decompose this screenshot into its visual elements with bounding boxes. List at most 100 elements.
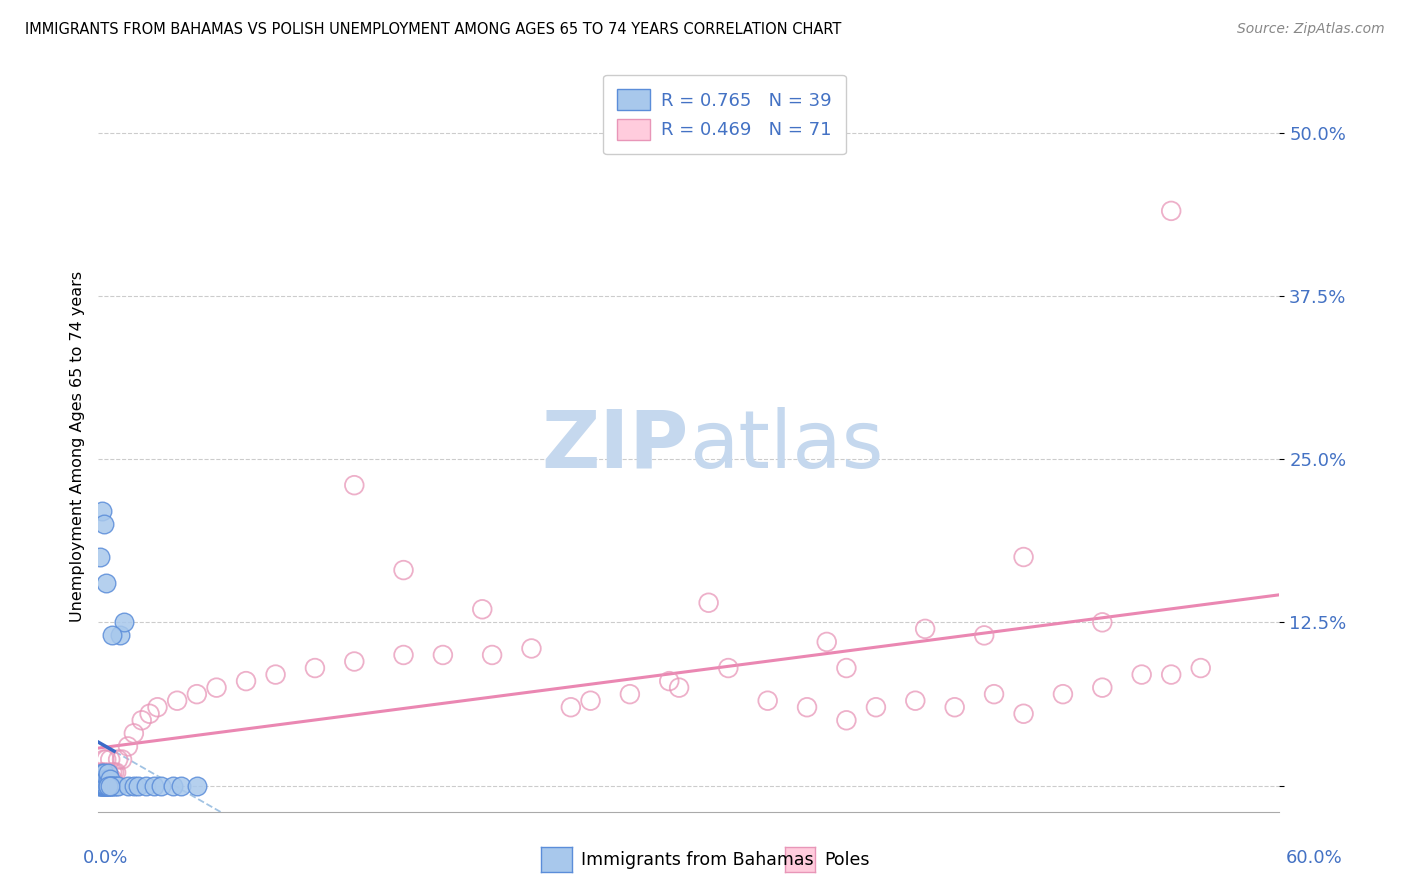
Point bbox=[105, 779, 128, 793]
Point bbox=[96, 779, 118, 793]
Point bbox=[89, 779, 111, 793]
Point bbox=[98, 772, 121, 786]
Point bbox=[101, 765, 124, 780]
Point bbox=[343, 478, 366, 492]
Point bbox=[943, 700, 966, 714]
Point bbox=[97, 765, 120, 780]
Point bbox=[983, 687, 1005, 701]
Point bbox=[91, 779, 114, 793]
Point bbox=[97, 779, 120, 793]
Point bbox=[1012, 549, 1035, 564]
Point bbox=[98, 772, 121, 786]
Legend: R = 0.765   N = 39, R = 0.469   N = 71: R = 0.765 N = 39, R = 0.469 N = 71 bbox=[603, 75, 846, 154]
Point bbox=[98, 779, 121, 793]
Point bbox=[865, 700, 887, 714]
Point bbox=[96, 576, 118, 591]
Point bbox=[103, 765, 125, 780]
Point bbox=[205, 681, 228, 695]
Point bbox=[135, 779, 157, 793]
Point bbox=[93, 772, 115, 786]
Point bbox=[1012, 706, 1035, 721]
Point bbox=[93, 752, 115, 766]
Point bbox=[89, 779, 111, 793]
Point bbox=[432, 648, 454, 662]
Point bbox=[93, 779, 115, 793]
Point bbox=[96, 772, 118, 786]
Point bbox=[90, 772, 112, 786]
Point bbox=[117, 779, 139, 793]
Point bbox=[96, 779, 118, 793]
Point bbox=[1052, 687, 1074, 701]
Point bbox=[1189, 661, 1212, 675]
Point bbox=[697, 596, 720, 610]
Point bbox=[117, 739, 139, 754]
Point bbox=[91, 779, 114, 793]
Point bbox=[101, 779, 124, 793]
Point bbox=[107, 779, 129, 793]
Point bbox=[122, 779, 145, 793]
Point bbox=[150, 779, 173, 793]
Point bbox=[97, 772, 120, 786]
Point bbox=[668, 681, 690, 695]
Point bbox=[471, 602, 494, 616]
Point bbox=[90, 772, 112, 786]
Point bbox=[796, 700, 818, 714]
Point bbox=[97, 779, 120, 793]
Point bbox=[98, 779, 121, 793]
Point bbox=[97, 779, 120, 793]
Point bbox=[579, 694, 602, 708]
Point bbox=[97, 772, 120, 786]
Point bbox=[146, 700, 169, 714]
Y-axis label: Unemployment Among Ages 65 to 74 years: Unemployment Among Ages 65 to 74 years bbox=[69, 270, 84, 622]
Point bbox=[97, 779, 120, 793]
Point bbox=[1130, 667, 1153, 681]
Point bbox=[619, 687, 641, 701]
Point bbox=[107, 752, 129, 766]
Point bbox=[91, 779, 114, 793]
Point bbox=[96, 779, 118, 793]
Point bbox=[93, 779, 115, 793]
Point bbox=[91, 765, 114, 780]
Point bbox=[131, 714, 153, 728]
Point bbox=[264, 667, 287, 681]
Point bbox=[89, 765, 111, 780]
Point bbox=[138, 706, 160, 721]
Point bbox=[1091, 681, 1114, 695]
Point bbox=[101, 628, 124, 642]
Point bbox=[914, 622, 936, 636]
Point bbox=[93, 779, 115, 793]
Point bbox=[235, 674, 257, 689]
Point bbox=[91, 765, 114, 780]
Point bbox=[186, 687, 208, 701]
Point bbox=[91, 772, 114, 786]
Point bbox=[1160, 203, 1182, 218]
Point bbox=[98, 752, 121, 766]
Point bbox=[108, 628, 131, 642]
Point bbox=[93, 765, 115, 780]
Point bbox=[560, 700, 582, 714]
Point bbox=[96, 772, 118, 786]
Point bbox=[127, 779, 149, 793]
Point bbox=[96, 752, 118, 766]
Point bbox=[90, 779, 112, 793]
Point bbox=[94, 779, 117, 793]
Point bbox=[93, 765, 115, 780]
Text: Immigrants from Bahamas: Immigrants from Bahamas bbox=[581, 851, 813, 869]
Text: 0.0%: 0.0% bbox=[83, 849, 128, 867]
Point bbox=[89, 549, 111, 564]
Point bbox=[973, 628, 995, 642]
Point bbox=[101, 772, 124, 786]
Point bbox=[658, 674, 681, 689]
Point bbox=[815, 635, 838, 649]
Point bbox=[93, 772, 115, 786]
Point bbox=[166, 694, 188, 708]
Text: Source: ZipAtlas.com: Source: ZipAtlas.com bbox=[1237, 22, 1385, 37]
Point bbox=[343, 655, 366, 669]
Point bbox=[304, 661, 326, 675]
Point bbox=[481, 648, 503, 662]
Text: ZIP: ZIP bbox=[541, 407, 689, 485]
Point bbox=[112, 615, 135, 630]
Point bbox=[1160, 667, 1182, 681]
Point bbox=[100, 779, 122, 793]
Point bbox=[392, 563, 415, 577]
